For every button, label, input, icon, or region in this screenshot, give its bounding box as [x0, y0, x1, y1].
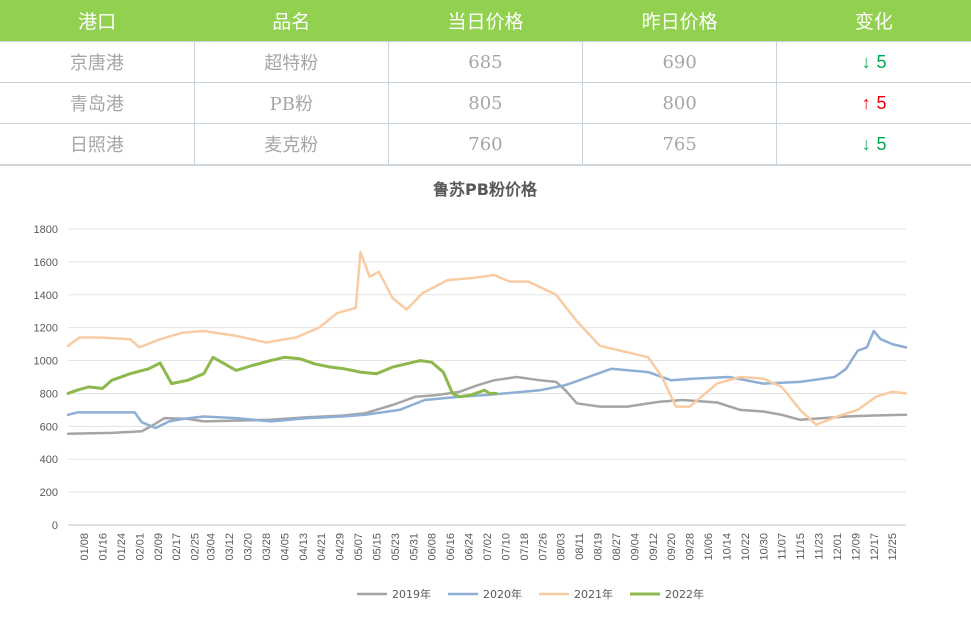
x-tick-label: 03/12 [224, 533, 236, 561]
x-tick-label: 10/22 [740, 533, 752, 561]
cell-change: ↓ 5 [776, 41, 971, 83]
y-tick-label: 0 [52, 520, 58, 532]
series-line [66, 329, 908, 430]
x-tick-label: 06/16 [445, 533, 457, 561]
change-value: 5 [876, 51, 887, 72]
x-tick-label: 05/23 [390, 533, 402, 561]
x-tick-label: 03/20 [243, 533, 255, 561]
arrow-down-icon: ↓ [861, 133, 871, 154]
x-tick-label: 07/26 [537, 533, 549, 561]
cell-product: 超特粉 [193, 41, 389, 83]
cell-today-price: 760 [387, 123, 584, 165]
x-tick-label: 06/24 [464, 533, 476, 561]
x-tick-label: 07/18 [519, 533, 531, 561]
x-tick-label: 08/11 [574, 533, 586, 560]
cell-yesterday-price: 690 [582, 41, 778, 83]
y-tick-label: 200 [40, 487, 58, 499]
arrow-up-icon: ↑ [861, 92, 871, 113]
cell-today-price: 805 [387, 82, 584, 124]
y-tick-label: 800 [40, 388, 58, 400]
x-tick-label: 09/28 [685, 533, 697, 561]
x-tick-label: 09/12 [648, 533, 660, 561]
cell-port: 青岛港 [0, 82, 195, 124]
chart-panel: 鲁苏PB粉价格 0 200 400 600 800 1000 1200 1400 1600 1800… [0, 165, 971, 617]
x-tick-label: 11/23 [814, 533, 826, 560]
x-tick-label: 05/07 [353, 533, 365, 561]
x-tick-label: 09/04 [629, 533, 641, 561]
x-tick-label: 02/09 [153, 533, 165, 561]
x-tick-label: 02/17 [171, 533, 183, 561]
header-yesterday-price: 昨日价格 [582, 0, 777, 42]
cell-yesterday-price: 800 [582, 82, 778, 124]
x-tick-label: 05/31 [408, 533, 420, 561]
y-tick-label: 1800 [34, 224, 58, 236]
x-tick-label: 04/05 [279, 533, 291, 561]
x-tick-label: 03/28 [261, 533, 273, 561]
y-tick-label: 1200 [34, 323, 58, 335]
series-line [66, 355, 498, 399]
price-line-chart: 鲁苏PB粉价格 0 200 400 600 800 1000 1200 1400 1600 1800… [34, 180, 908, 601]
x-tick-label: 02/25 [190, 533, 202, 561]
x-tick-label: 12/09 [850, 533, 862, 561]
chart-title: 鲁苏PB粉价格 [432, 180, 538, 199]
x-tick-label: 08/27 [611, 533, 623, 561]
x-tick-label: 12/01 [832, 533, 844, 561]
header-change: 变化 [776, 0, 971, 42]
table-row: 青岛港 PB粉 805 800 ↑ 5 [0, 82, 971, 124]
x-tick-label: 06/08 [427, 533, 439, 561]
x-tick-label: 01/24 [116, 533, 128, 561]
cell-yesterday-price: 765 [582, 123, 778, 165]
series-line [66, 250, 908, 426]
x-tick-label: 10/06 [703, 533, 715, 561]
x-tick-label: 10/30 [758, 533, 770, 561]
y-tick-label: 1400 [34, 290, 58, 302]
legend-label: 2019年 [392, 587, 431, 601]
x-tick-label: 12/17 [869, 533, 881, 561]
table-header-row: 港口 品名 当日价格 昨日价格 变化 [0, 0, 971, 42]
series-line [66, 375, 908, 435]
cell-change: ↓ 5 [776, 123, 971, 165]
x-tick-label: 05/15 [371, 533, 383, 561]
cell-product: 麦克粉 [193, 123, 389, 165]
x-tick-label: 07/10 [500, 533, 512, 561]
x-tick-label: 08/19 [593, 533, 605, 561]
y-tick-label: 1000 [34, 356, 58, 368]
change-value: 5 [876, 92, 887, 113]
arrow-down-icon: ↓ [861, 51, 871, 72]
x-tick-label: 09/20 [666, 533, 678, 561]
header-product: 品名 [194, 0, 389, 42]
x-tick-label: 04/21 [316, 533, 328, 561]
x-tick-label: 01/08 [79, 533, 91, 561]
legend-label: 2020年 [483, 587, 522, 601]
legend-label: 2021年 [574, 587, 613, 601]
y-tick-label: 400 [40, 454, 58, 466]
x-tick-label: 03/04 [206, 533, 218, 561]
cell-port: 日照港 [0, 123, 195, 165]
price-table: 港口 品名 当日价格 昨日价格 变化 京唐港 超特粉 685 690 ↓ 5 青… [0, 0, 971, 165]
x-tick-label: 04/29 [335, 533, 347, 561]
header-today-price: 当日价格 [388, 0, 583, 42]
y-tick-label: 600 [40, 421, 58, 433]
x-tick-label: 08/03 [556, 533, 568, 561]
y-tick-label: 1600 [34, 257, 58, 269]
cell-today-price: 685 [387, 41, 584, 83]
x-tick-label: 01/16 [98, 533, 110, 561]
x-tick-label: 02/01 [134, 533, 146, 561]
cell-change: ↑ 5 [776, 82, 971, 124]
table-row: 日照港 麦克粉 760 765 ↓ 5 [0, 123, 971, 165]
x-tick-label: 04/13 [298, 533, 310, 561]
x-tick-label: 10/14 [721, 533, 733, 561]
legend-label: 2022年 [665, 587, 704, 601]
x-tick-label: 11/07 [777, 533, 789, 560]
x-tick-label: 07/02 [482, 533, 494, 561]
header-port: 港口 [0, 0, 195, 42]
change-value: 5 [876, 133, 887, 154]
x-tick-label: 12/25 [887, 533, 899, 561]
cell-port: 京唐港 [0, 41, 195, 83]
cell-product: PB粉 [193, 82, 389, 124]
table-row: 京唐港 超特粉 685 690 ↓ 5 [0, 41, 971, 83]
x-tick-label: 11/15 [795, 533, 807, 560]
